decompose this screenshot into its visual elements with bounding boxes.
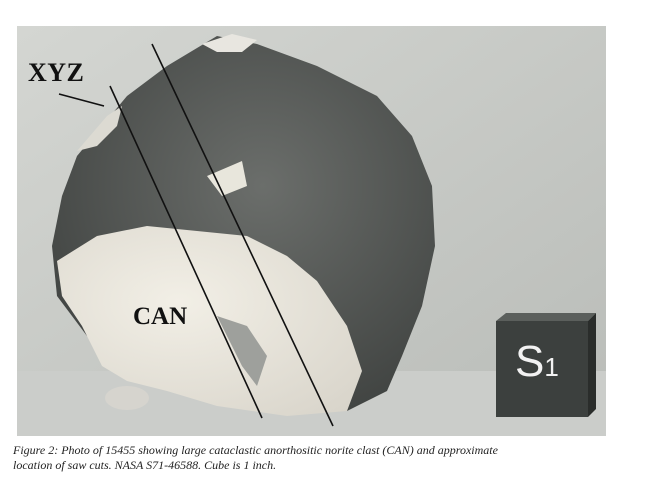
- clast-grey-vein: [217, 316, 267, 386]
- can-label: CAN: [133, 303, 188, 330]
- can-clast: [57, 226, 362, 416]
- rock-photo: [17, 26, 606, 436]
- cube-subscript: 1: [544, 352, 559, 382]
- rock-photo-drawing: [17, 26, 606, 436]
- light-patch-mid: [207, 161, 247, 196]
- light-patch-left: [77, 106, 122, 151]
- xyz-pointer-line: [58, 93, 105, 107]
- saw-cut-line-right: [151, 43, 334, 427]
- cube-letter: S: [515, 337, 545, 386]
- caption-line-2: location of saw cuts. NASA S71-46588. Cu…: [13, 458, 277, 472]
- cube-label: S1: [515, 338, 585, 391]
- scale-cube: [496, 313, 596, 417]
- figure-caption: Figure 2: Photo of 15455 showing large c…: [13, 443, 613, 473]
- caption-line-1: Figure 2: Photo of 15455 showing large c…: [13, 443, 498, 457]
- debris: [105, 386, 149, 410]
- light-patch-top: [202, 34, 257, 52]
- xyz-label: XYZ: [28, 58, 85, 87]
- saw-cut-line-left: [109, 85, 263, 419]
